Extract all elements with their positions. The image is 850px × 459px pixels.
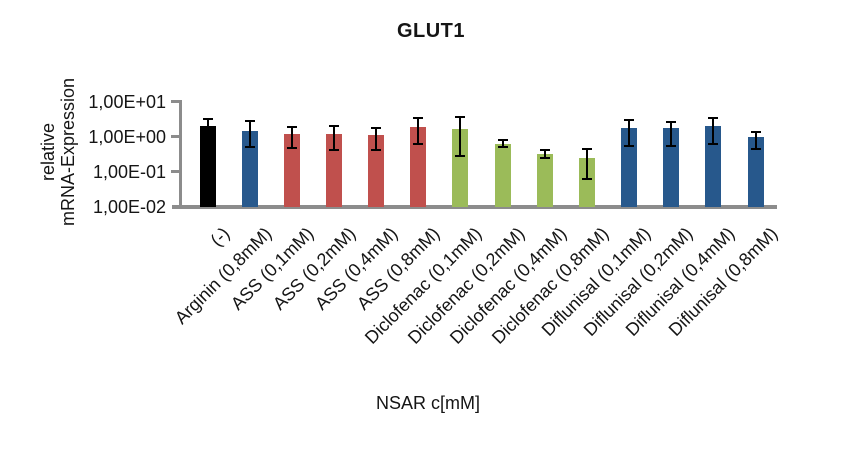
y-tick-label: 1,00E+00 [88, 126, 166, 147]
y-tick-label: 1,00E-01 [92, 161, 166, 182]
bar-1 [199, 125, 216, 207]
chart-title: GLUT1 [396, 20, 466, 42]
error-cap-top [413, 116, 424, 119]
bar-7 [452, 128, 469, 207]
error-cap-top [750, 130, 761, 133]
error-cap-bottom [286, 146, 297, 149]
error-whisker [459, 117, 462, 157]
error-whisker [332, 126, 335, 150]
bar-13 [705, 125, 722, 207]
error-cap-bottom [497, 146, 508, 149]
error-cap-top [581, 148, 592, 151]
error-whisker [375, 127, 378, 150]
bar-8 [494, 143, 511, 207]
error-cap-top [539, 148, 550, 151]
bar-9 [536, 154, 553, 207]
error-whisker [501, 140, 504, 148]
error-cap-top [286, 126, 297, 129]
bar-2 [241, 131, 258, 207]
error-cap-bottom [708, 143, 719, 146]
bar-12 [663, 128, 680, 207]
x-axis-title: NSAR c[mM] [375, 393, 480, 413]
error-whisker [543, 149, 546, 159]
error-cap-top [202, 117, 213, 120]
error-cap-bottom [244, 146, 255, 149]
error-whisker [670, 121, 673, 146]
error-cap-bottom [371, 148, 382, 151]
error-cap-bottom [539, 157, 550, 160]
error-cap-top [624, 118, 635, 121]
error-cap-bottom [624, 145, 635, 148]
error-whisker [290, 127, 293, 148]
bar-4 [325, 133, 342, 207]
bar-14 [747, 137, 764, 207]
error-cap-bottom [666, 144, 677, 147]
error-cap-top [371, 126, 382, 129]
y-axis-line [179, 100, 182, 207]
bar-3 [283, 133, 300, 207]
bar-6 [410, 127, 427, 207]
error-cap-bottom [328, 148, 339, 151]
error-cap-top [497, 139, 508, 142]
bar-10 [578, 158, 595, 207]
error-cap-top [244, 120, 255, 123]
error-whisker [248, 121, 251, 148]
error-cap-top [455, 116, 466, 119]
error-whisker [628, 119, 631, 147]
y-tick-mark [171, 135, 179, 138]
y-tick-label: 1,00E+01 [88, 91, 166, 112]
error-whisker [712, 117, 715, 145]
error-cap-bottom [202, 130, 213, 133]
error-cap-bottom [581, 177, 592, 180]
bar-5 [368, 135, 385, 207]
error-whisker [585, 149, 588, 179]
y-tick-mark [171, 100, 179, 103]
y-tick-mark [171, 170, 179, 173]
error-whisker [206, 118, 209, 132]
x-axis-line [172, 205, 777, 209]
error-cap-top [328, 125, 339, 128]
error-whisker [417, 117, 420, 145]
error-cap-bottom [413, 143, 424, 146]
error-cap-top [666, 120, 677, 123]
error-cap-bottom [750, 148, 761, 151]
y-tick-label: 1,00E-02 [92, 196, 166, 217]
error-cap-top [708, 116, 719, 119]
error-cap-bottom [455, 155, 466, 158]
bar-11 [621, 127, 638, 207]
error-whisker [754, 131, 757, 150]
